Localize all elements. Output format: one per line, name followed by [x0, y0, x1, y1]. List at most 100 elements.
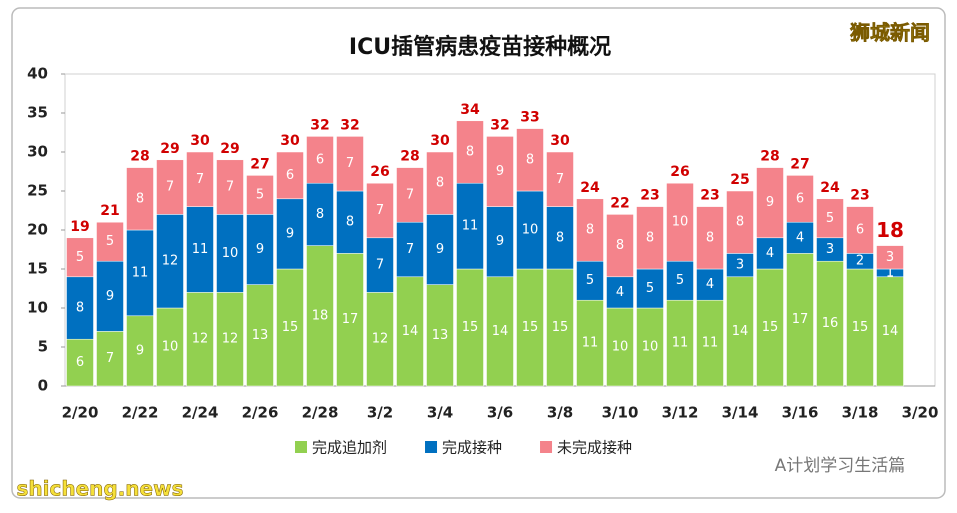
watermark: 狮城新闻: [850, 21, 930, 45]
legend-label: 未完成接种: [557, 439, 632, 457]
data-label: 5: [106, 234, 114, 249]
bar-segment: [666, 299, 694, 387]
bar-segment: [666, 182, 694, 262]
bar-segment: [546, 151, 574, 207]
data-label: 7: [406, 187, 414, 202]
data-label: 11: [192, 242, 209, 257]
bar-segment: [786, 221, 814, 254]
data-label: 12: [372, 332, 389, 347]
data-label: 13: [432, 328, 449, 343]
total-label: 28: [760, 149, 779, 165]
data-label: 15: [282, 320, 299, 335]
data-label: 5: [586, 273, 594, 288]
total-label: 23: [700, 188, 719, 204]
total-label: 18: [876, 218, 904, 242]
data-label: 5: [676, 273, 684, 288]
data-label: 9: [436, 242, 444, 257]
bar-segment: [96, 260, 124, 332]
data-label: 7: [226, 180, 234, 195]
data-label: 1: [886, 265, 894, 280]
bar-segment: [696, 206, 724, 270]
bar-segment: [606, 214, 634, 278]
bar-segment: [546, 206, 574, 270]
bar-segment: [246, 284, 274, 387]
data-label: 6: [796, 191, 804, 206]
data-label: 15: [852, 320, 869, 335]
data-label: 8: [556, 230, 564, 245]
total-label: 34: [460, 102, 480, 118]
data-label: 8: [736, 215, 744, 230]
y-tick-label: 40: [27, 65, 48, 83]
bar-segment: [366, 182, 394, 239]
total-label: 33: [520, 110, 539, 126]
data-label: 9: [496, 164, 504, 179]
bar-segment: [606, 276, 634, 309]
bar-segment: [726, 190, 754, 254]
total-label: 21: [100, 203, 119, 219]
bar-segment: [876, 276, 904, 387]
total-label: 30: [430, 133, 450, 149]
data-label: 7: [106, 351, 114, 366]
data-label: 7: [166, 180, 174, 195]
bar-segment: [576, 260, 604, 301]
x-tick-label: 3/10: [602, 404, 639, 422]
bar-segment: [456, 182, 484, 270]
total-label: 32: [310, 117, 329, 133]
bar-segment: [66, 237, 94, 278]
data-label: 15: [762, 320, 779, 335]
bar-segment: [156, 214, 184, 309]
x-tick-label: 3/20: [902, 404, 939, 422]
total-label: 30: [190, 133, 210, 149]
data-label: 9: [766, 195, 774, 210]
bar-segment: [486, 206, 514, 278]
total-label: 28: [130, 149, 149, 165]
data-label: 5: [256, 187, 264, 202]
bar-segment: [336, 190, 364, 254]
bar-segment: [756, 268, 784, 387]
data-label: 6: [76, 355, 84, 370]
y-tick-label: 0: [38, 377, 48, 395]
data-label: 3: [826, 242, 834, 257]
x-tick-label: 2/26: [242, 404, 279, 422]
data-label: 8: [76, 301, 84, 316]
bar-segment: [306, 136, 334, 184]
data-label: 14: [492, 324, 509, 339]
bar-segment: [546, 268, 574, 387]
data-label: 10: [642, 340, 659, 355]
data-label: 4: [766, 246, 774, 261]
legend-swatch: [425, 441, 438, 453]
total-label: 25: [730, 172, 749, 188]
total-label: 30: [280, 133, 300, 149]
data-label: 7: [196, 172, 204, 187]
x-tick-label: 3/4: [427, 404, 453, 422]
bar-segment: [216, 292, 244, 387]
x-tick-label: 3/6: [487, 404, 513, 422]
data-label: 8: [706, 230, 714, 245]
bar-segment: [276, 268, 304, 387]
data-label: 8: [316, 207, 324, 222]
bar-segment: [486, 136, 514, 207]
y-tick-label: 30: [27, 143, 48, 161]
total-label: 26: [670, 164, 689, 180]
data-label: 5: [646, 281, 654, 296]
bar-segment: [396, 167, 424, 223]
y-tick-label: 20: [27, 221, 48, 239]
x-tick-label: 2/24: [182, 404, 219, 422]
data-label: 8: [346, 215, 354, 230]
bar-segment: [636, 307, 664, 387]
total-label: 29: [160, 141, 179, 157]
bar-segment: [366, 292, 394, 387]
data-label: 7: [556, 172, 564, 187]
bar-segment: [516, 128, 544, 192]
data-label: 2: [856, 254, 864, 269]
bar-segment: [666, 260, 694, 301]
data-label: 7: [376, 203, 384, 218]
total-label: 22: [610, 195, 629, 211]
data-label: 15: [552, 320, 569, 335]
bar-segment: [66, 338, 94, 387]
data-label: 8: [646, 230, 654, 245]
data-label: 12: [192, 332, 209, 347]
bar-segment: [816, 198, 844, 239]
bar-segment: [336, 253, 364, 387]
